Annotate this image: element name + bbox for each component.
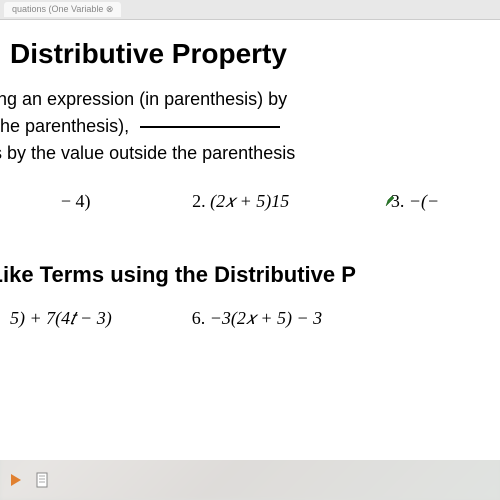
problems-row-1: − 4) 2. (2𝑥 + 5)15 3. −(− <box>0 191 500 212</box>
fill-in-blank[interactable] <box>140 126 280 128</box>
intro-line-3: esis by the value outside the parenthesi… <box>0 140 500 167</box>
tab-close-glyph: ⊗ <box>106 4 114 14</box>
tab-label: quations (One Variable <box>12 4 103 14</box>
problem-2-expr: (2𝑥 + 5)15 <box>210 191 289 211</box>
problem-6-num: 6. <box>192 308 206 328</box>
section-2-title: g Like Terms using the Distributive P <box>0 262 500 288</box>
pen-cursor-icon <box>385 193 395 207</box>
footer-toolbar <box>0 460 500 500</box>
worksheet-page: Distributive Property plying an expressi… <box>0 20 500 460</box>
intro-line-1: plying an expression (in parenthesis) by <box>0 86 500 113</box>
problem-1: − 4) <box>61 191 91 212</box>
browser-tab-bar: quations (One Variable ⊗ <box>0 0 500 20</box>
problem-5: 5) + 7(4𝑡 − 3) <box>10 308 112 329</box>
problems-row-2: 5) + 7(4𝑡 − 3) 6. −3(2𝑥 + 5) − 3 <box>0 308 500 329</box>
intro-paragraph: plying an expression (in parenthesis) by… <box>0 86 500 167</box>
page-title: Distributive Property <box>10 38 500 70</box>
intro-line-2: de the parenthesis), <box>0 113 500 140</box>
problem-3: 3. −(− <box>391 191 439 212</box>
document-icon[interactable] <box>32 470 52 490</box>
play-icon[interactable] <box>6 470 26 490</box>
intro-line-2-prefix: de the parenthesis), <box>0 116 129 136</box>
problem-2-num: 2. <box>192 191 206 211</box>
problem-3-expr: −(− <box>409 191 439 211</box>
problem-2: 2. (2𝑥 + 5)15 <box>192 191 289 212</box>
browser-tab[interactable]: quations (One Variable ⊗ <box>4 2 121 17</box>
problem-6: 6. −3(2𝑥 + 5) − 3 <box>192 308 322 329</box>
problem-6-expr: −3(2𝑥 + 5) − 3 <box>210 308 322 328</box>
problem-1-expr: − 4) <box>61 191 91 211</box>
problem-5-expr: 5) + 7(4𝑡 − 3) <box>10 308 112 328</box>
